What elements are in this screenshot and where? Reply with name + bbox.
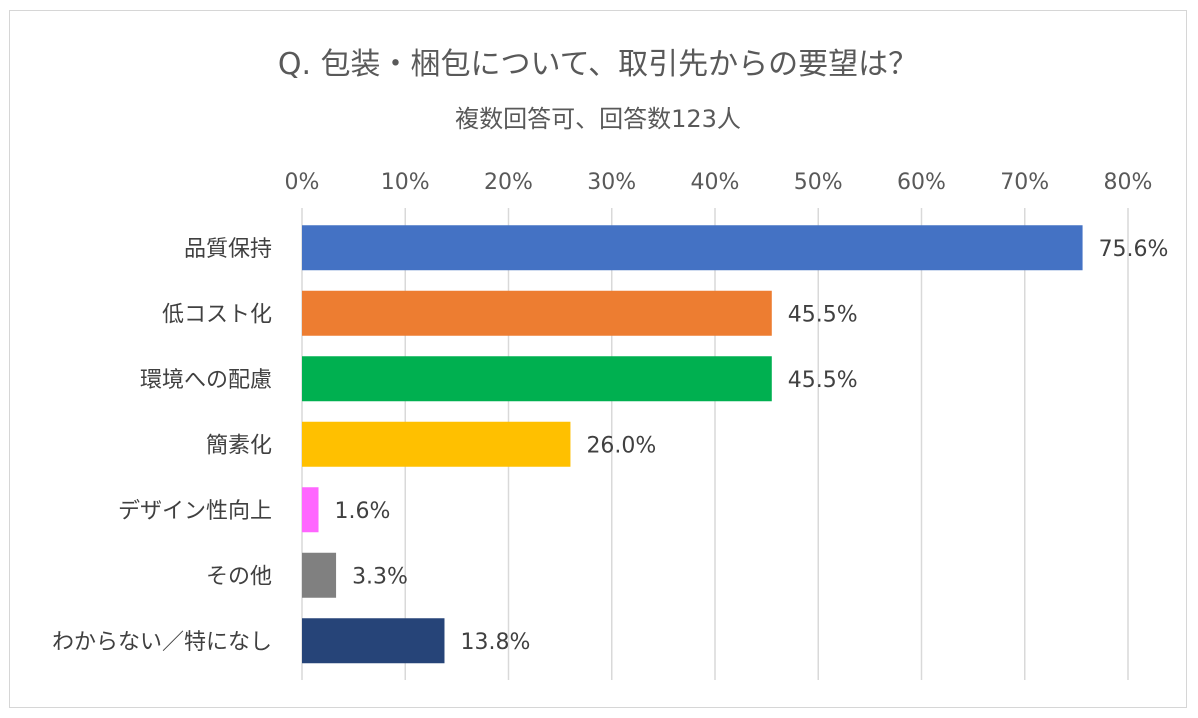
- data-label: 1.6%: [335, 499, 391, 524]
- data-label: 3.3%: [352, 564, 408, 589]
- x-axis-tick-labels: 0% 10% 20% 30% 40% 50% 60% 70% 80%: [285, 170, 1153, 195]
- x-tick-label: 20%: [484, 170, 533, 195]
- category-label: デザイン性向上: [118, 499, 272, 524]
- data-label: 45.5%: [788, 368, 858, 393]
- x-tick-label: 60%: [897, 170, 946, 195]
- x-tick-label: 50%: [794, 170, 843, 195]
- category-label: 品質保持: [184, 237, 272, 262]
- bar: [302, 421, 571, 467]
- x-tick-label: 30%: [587, 170, 636, 195]
- gridlines: [301, 208, 1129, 680]
- bar: [302, 356, 772, 402]
- chart-title: Q. 包装・梱包について、取引先からの要望は？: [278, 47, 918, 82]
- category-label: 低コスト化: [162, 302, 272, 327]
- bar: [302, 290, 772, 336]
- category-label: わからない／特になし: [52, 630, 272, 655]
- chart-subtitle: 複数回答可、回答数123人: [455, 105, 741, 133]
- category-label: 簡素化: [206, 433, 272, 458]
- chart-frame: [9, 10, 1187, 708]
- bar: [302, 487, 319, 533]
- data-label: 75.6%: [1099, 237, 1169, 262]
- category-label: その他: [206, 564, 272, 589]
- bar: [302, 618, 445, 664]
- data-label: 26.0%: [586, 433, 656, 458]
- data-labels: 75.6% 45.5% 45.5% 26.0% 1.6% 3.3% 13.8%: [335, 237, 1169, 655]
- x-tick-label: 0%: [285, 170, 320, 195]
- bar: [302, 225, 1083, 271]
- x-tick-label: 80%: [1104, 170, 1153, 195]
- x-tick-label: 70%: [1000, 170, 1049, 195]
- data-label: 13.8%: [460, 630, 530, 655]
- bars: [302, 225, 1083, 664]
- category-label: 環境への配慮: [140, 368, 272, 393]
- bar: [302, 552, 337, 598]
- data-label: 45.5%: [788, 302, 858, 327]
- x-tick-label: 10%: [381, 170, 430, 195]
- x-tick-label: 40%: [691, 170, 740, 195]
